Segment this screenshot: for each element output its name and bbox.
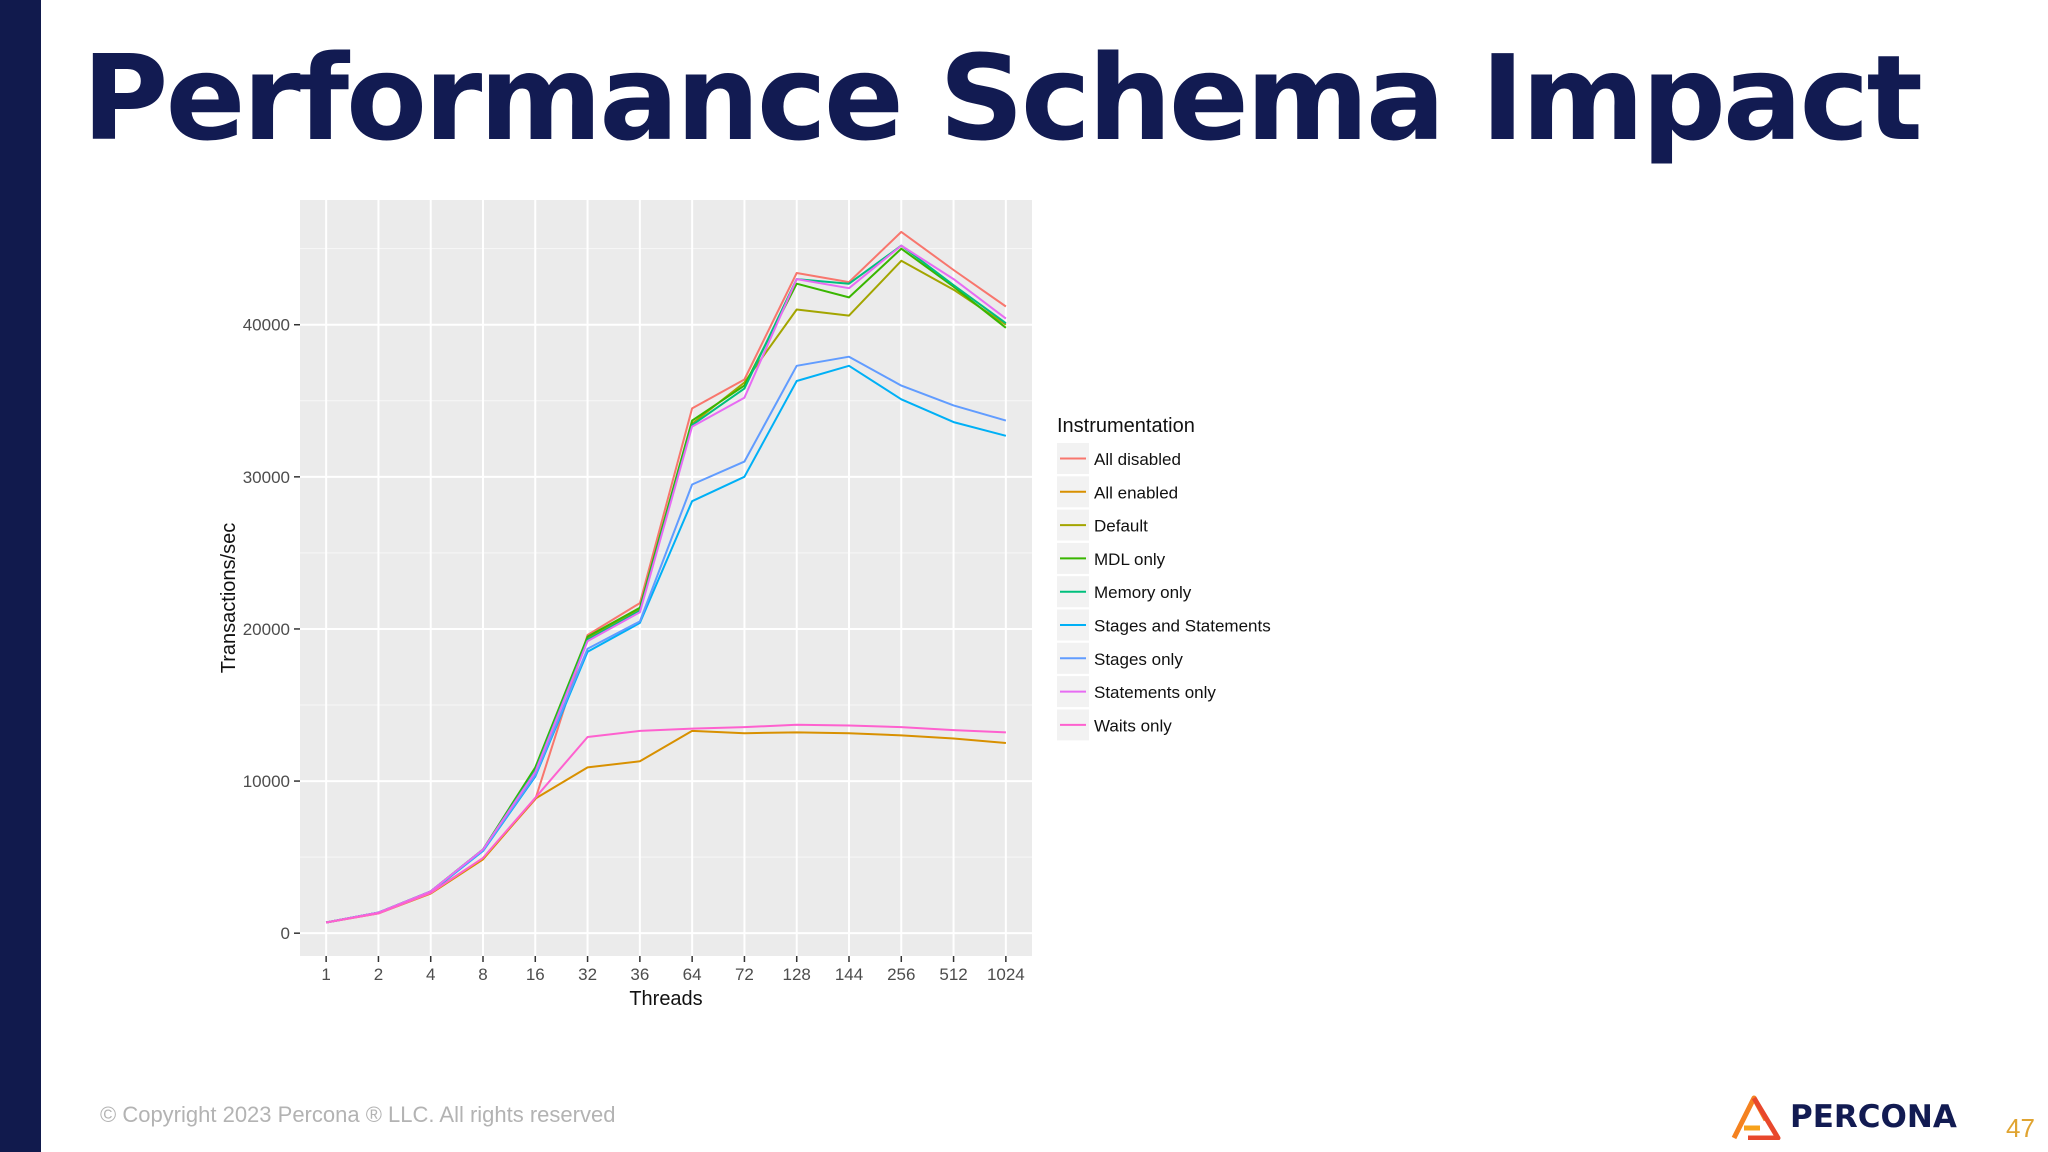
- left-accent-bar: [0, 0, 41, 1152]
- x-tick-label: 16: [526, 965, 545, 984]
- x-tick-label: 128: [783, 965, 811, 984]
- y-axis-title: Transactions/sec: [218, 523, 240, 673]
- y-tick-label: 40000: [243, 316, 290, 335]
- slide-title: Performance Schema Impact: [82, 29, 1923, 167]
- percona-logo: PERCONA: [1730, 1092, 1957, 1142]
- x-tick-label: 2: [374, 965, 383, 984]
- x-tick-label: 144: [835, 965, 863, 984]
- legend: Instrumentation All disabled All enabled D…: [1057, 415, 1271, 741]
- x-tick-label: 64: [683, 965, 702, 984]
- percona-logo-icon: [1731, 1095, 1781, 1140]
- legend-label: MDL only: [1094, 550, 1166, 569]
- x-tick-label: 32: [578, 965, 597, 984]
- legend-label: All disabled: [1094, 450, 1181, 469]
- page-number: 47: [2006, 1113, 2035, 1143]
- x-tick-label: 1024: [987, 965, 1025, 984]
- legend-label: Memory only: [1094, 583, 1192, 602]
- x-tick-label: 72: [735, 965, 754, 984]
- major-grid: [300, 200, 1032, 956]
- series-line: [325, 244, 1007, 924]
- x-axis-title: Threads: [629, 988, 702, 1010]
- x-axis: 1 2 4 8 16 32 36 64 72 128 144 256 512 1024: [321, 956, 1025, 984]
- y-tick-label: 0: [281, 924, 290, 943]
- y-axis: 0 10000 20000 30000 40000: [243, 316, 300, 943]
- legend-label: Stages only: [1094, 650, 1183, 669]
- y-tick-label: 30000: [243, 468, 290, 487]
- y-tick-label: 20000: [243, 620, 290, 639]
- legend-label: Default: [1094, 517, 1148, 536]
- plot-panel: [300, 200, 1032, 956]
- x-tick-label: 8: [478, 965, 487, 984]
- x-tick-label: 4: [426, 965, 435, 984]
- copyright-text: © Copyright 2023 Percona ® LLC. All righ…: [100, 1102, 616, 1127]
- legend-label: All enabled: [1094, 483, 1178, 502]
- x-tick-label: 1: [321, 965, 330, 984]
- legend-items: All disabled All enabled Default MDL only Me…: [1057, 443, 1271, 741]
- legend-label: Statements only: [1094, 683, 1216, 702]
- x-tick-label: 36: [630, 965, 649, 984]
- x-tick-label: 512: [939, 965, 967, 984]
- x-tick-label: 256: [887, 965, 915, 984]
- series-lines: [325, 230, 1007, 924]
- legend-label: Stages and Statements: [1094, 617, 1271, 636]
- logo-text: PERCONA: [1790, 1099, 1957, 1135]
- series-line: [325, 723, 1006, 924]
- legend-title: Instrumentation: [1057, 415, 1195, 437]
- y-tick-label: 10000: [243, 772, 290, 791]
- legend-label: Waits only: [1094, 716, 1172, 735]
